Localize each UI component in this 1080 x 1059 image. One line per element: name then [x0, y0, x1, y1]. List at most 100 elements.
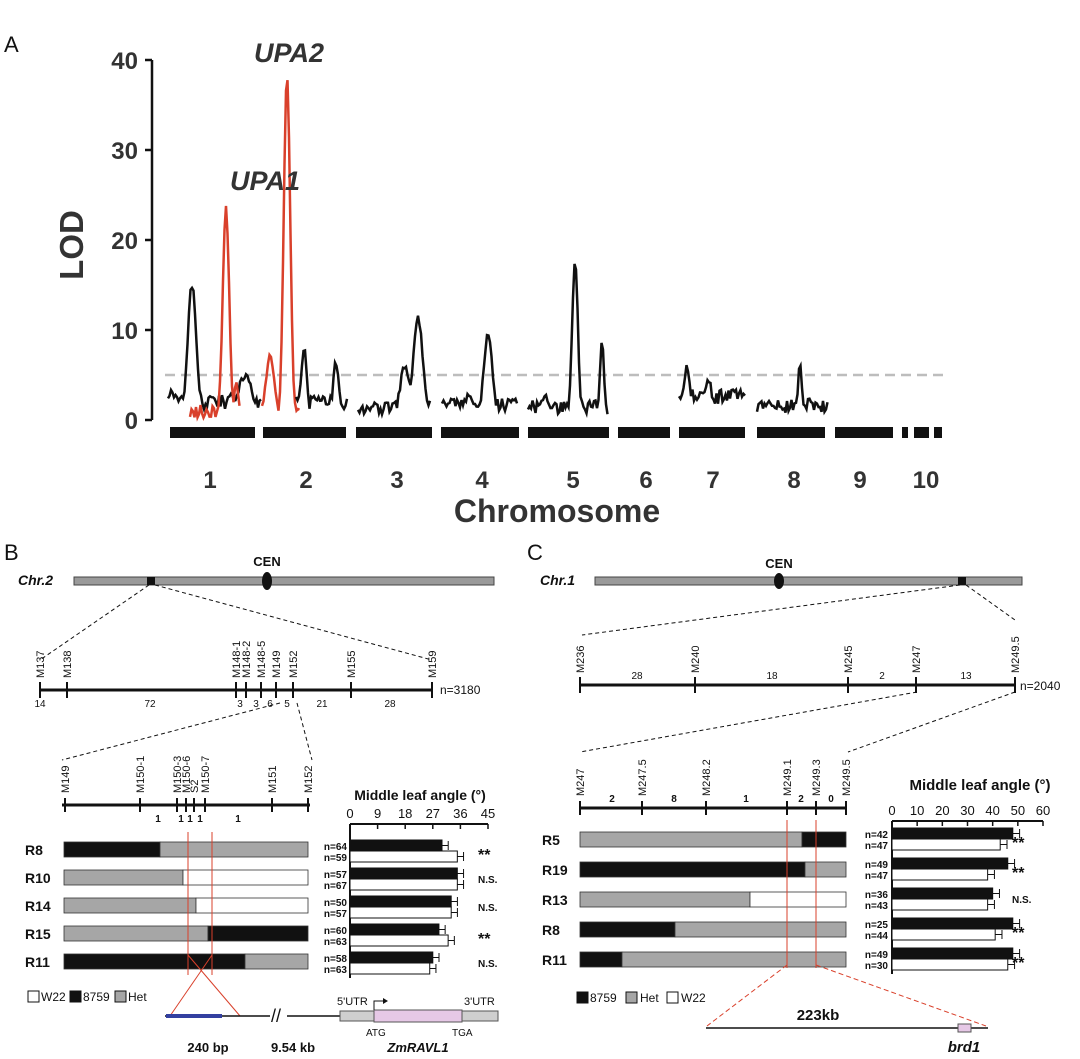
recombinant-lines: R8 R10 R14 R15 R11: [25, 832, 309, 975]
genotype-segment: [621, 951, 847, 968]
sample-size-label: n=59: [324, 853, 348, 864]
recombinant-count: 8: [671, 794, 677, 805]
region-marker: [958, 577, 966, 585]
genotype-segment: [159, 841, 309, 858]
bar-chart-title: Middle leaf angle (°): [354, 787, 486, 803]
bar: [891, 928, 996, 941]
legend-swatch: [114, 990, 127, 1003]
tss-arrowhead: [383, 998, 388, 1004]
genotype-segment: [579, 951, 623, 968]
panel-c: C Chr.1 CEN M236 M240 M245 M247 M249.528 18 2 1…: [527, 540, 1061, 1056]
marker-label: M152: [288, 650, 300, 678]
line-label: R19: [542, 862, 568, 878]
chromosome-bar: [73, 576, 495, 586]
marker-label: M249.5: [1010, 636, 1022, 673]
fine-zoom-line-left: [579, 691, 918, 753]
line-label: R11: [25, 954, 50, 970]
line-label: R10: [25, 870, 51, 886]
legend-label: 8759: [83, 990, 110, 1004]
legend-swatch: [576, 991, 589, 1004]
bar-chart-title: Middle leaf angle (°): [909, 777, 1050, 794]
bar: [891, 827, 1014, 840]
legend-label: Het: [128, 990, 147, 1004]
panel-a-label: A: [4, 32, 19, 57]
legend-label: 8759: [590, 991, 617, 1005]
recombinant-lines: R5 R19 R13 R8 R11: [542, 820, 847, 968]
marker-label: M155: [346, 650, 358, 678]
recombinant-count: 28: [631, 671, 643, 682]
marker-label: M247.5: [637, 759, 649, 796]
lod-curve: [755, 361, 829, 416]
genotype-segment: [63, 925, 209, 942]
zoom-line-right: [154, 584, 433, 661]
recombinant-count: 5: [284, 699, 290, 710]
fine-map: M247 M247.5 M248.2 M249.1 M249.3 M249.5 2 8 1 2 0: [575, 759, 853, 815]
bar: [891, 857, 1009, 870]
zoom-line-right: [965, 584, 1016, 621]
lod-curve: [526, 263, 609, 419]
recombinant-count: 28: [384, 699, 396, 710]
bar: [891, 887, 994, 900]
gene-zoom-line-right: [169, 954, 213, 1017]
gene-zoom-line-left: [187, 954, 241, 1017]
recombinant-count: 1: [187, 814, 193, 825]
marker-label: M138: [62, 650, 74, 678]
chromosome-label: Chr.2: [18, 572, 53, 588]
chromosome-segment: [618, 427, 670, 438]
lod-curve: [188, 205, 241, 422]
panel-a: A 0 10 20 30 40 LOD 1 2 3 4 5 6 7 8 9 10 UPA1 UPA2 Ch…: [4, 32, 948, 529]
chromosome-label: 5: [566, 467, 579, 494]
fine-zoom-line-right: [847, 691, 1016, 753]
genotype-segment: [674, 921, 847, 938]
x-tick-label: 36: [453, 806, 467, 821]
chromosome-segment: [441, 427, 519, 438]
x-tick-label: 0: [346, 806, 353, 821]
bar: [349, 951, 434, 964]
sample-size-label: n=44: [865, 931, 889, 942]
sample-size-label: n=57: [324, 870, 348, 881]
significance-label: **: [478, 847, 491, 864]
sample-size: n=2040: [1020, 679, 1061, 693]
bar: [891, 917, 1014, 930]
recombinant-count: 14: [34, 699, 46, 710]
line-label: R11: [542, 952, 567, 968]
sample-size-label: n=57: [324, 909, 348, 920]
centromere: [774, 573, 784, 589]
utr-5: [339, 1010, 375, 1022]
sample-size-label: n=49: [865, 860, 889, 871]
sample-size-label: n=30: [865, 961, 889, 972]
chromosome-label: 1: [203, 467, 216, 494]
peak-label-upa1: UPA1: [230, 166, 300, 196]
y-tick-label: 40: [111, 48, 138, 75]
lod-curve: [294, 348, 349, 412]
genotype-segment: [244, 953, 309, 970]
chromosome-segment: [263, 427, 346, 438]
genotype-segment: [804, 861, 847, 878]
sample-size-label: n=42: [865, 830, 889, 841]
legend: 8759 Het W22: [576, 991, 706, 1005]
gene-box: [957, 1023, 972, 1033]
recombinant-count: 1: [155, 814, 161, 825]
x-tick-label: 9: [374, 806, 381, 821]
x-tick-label: 0: [888, 803, 895, 818]
significance-label: **: [1012, 955, 1025, 972]
legend-swatch: [666, 991, 679, 1004]
recombinant-count: 2: [879, 671, 885, 682]
chromosome-label: 10: [913, 467, 940, 494]
genotype-segment: [749, 891, 847, 908]
genotype-segment: [63, 953, 246, 970]
coarse-map: M236 M240 M245 M247 M249.5 28 18 2 13 n=2040: [575, 636, 1061, 693]
tss-arrow: [373, 1000, 383, 1010]
bar: [349, 878, 458, 891]
gene-name-label: ZmRAVL1: [386, 1040, 448, 1055]
genotype-segment: [63, 897, 197, 914]
lod-curve: [440, 333, 519, 416]
significance-label: **: [478, 931, 491, 948]
recombinant-count: 3: [253, 699, 259, 710]
marker-label: M249.3: [811, 759, 823, 796]
marker-label: M151: [267, 765, 279, 793]
marker-label: M248.2: [701, 759, 713, 796]
chromosome-segment: [679, 427, 745, 438]
